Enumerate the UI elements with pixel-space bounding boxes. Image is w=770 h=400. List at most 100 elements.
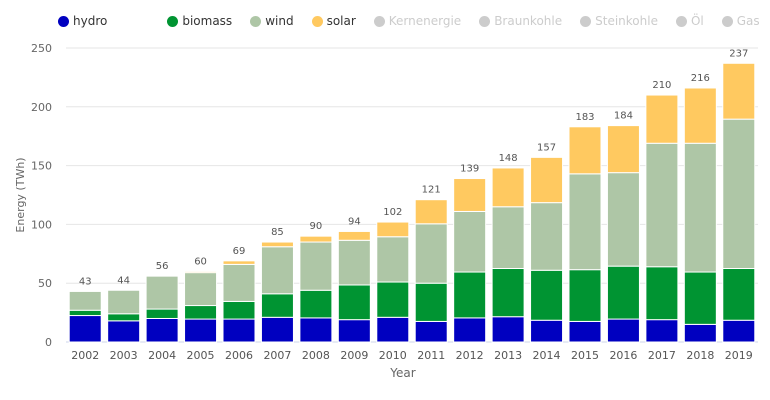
y-tick-label: 250 bbox=[31, 42, 52, 55]
legend-label: Öl bbox=[690, 14, 704, 28]
bar-solar-2011 bbox=[414, 199, 448, 225]
bar-wind-2016 bbox=[606, 172, 640, 267]
bar-biomass-2003 bbox=[107, 313, 141, 322]
bar-wind-2008 bbox=[299, 241, 333, 291]
legend-item-hydro[interactable]: hydro bbox=[58, 14, 107, 28]
legend-dot-icon bbox=[675, 15, 687, 27]
bar-wind-2012 bbox=[453, 210, 487, 273]
bar-solar-2007 bbox=[260, 241, 294, 248]
bar-solar-2015 bbox=[568, 126, 602, 175]
x-axis-label: Year bbox=[389, 366, 415, 380]
legend-label: hydro bbox=[73, 14, 108, 28]
bar-biomass-2019 bbox=[722, 268, 756, 321]
bar-hydro-2017 bbox=[645, 319, 679, 343]
legend-label: Kernenergie bbox=[388, 14, 462, 28]
legend-item-biomass[interactable]: biomass bbox=[167, 14, 232, 28]
total-label: 102 bbox=[383, 207, 402, 218]
legend-dot-icon bbox=[311, 15, 323, 27]
bar-biomass-2005 bbox=[184, 305, 218, 320]
bar-hydro-2015 bbox=[568, 320, 602, 343]
bar-hydro-2003 bbox=[107, 320, 141, 343]
bar-wind-2017 bbox=[645, 142, 679, 268]
bar-solar-2016 bbox=[606, 125, 640, 174]
bar-solar-2013 bbox=[491, 167, 525, 208]
total-label: 43 bbox=[79, 276, 92, 287]
legend-label: solar bbox=[326, 14, 356, 28]
legend-dot-icon bbox=[479, 15, 491, 27]
legend-item-steinkohle[interactable]: Steinkohle bbox=[580, 14, 658, 28]
legend-dot-icon bbox=[250, 15, 262, 27]
bar-hydro-2018 bbox=[683, 323, 717, 343]
bar-wind-2019 bbox=[722, 118, 756, 270]
bar-biomass-2004 bbox=[145, 308, 179, 319]
bar-biomass-2009 bbox=[337, 284, 371, 321]
bar-biomass-2011 bbox=[414, 282, 448, 322]
total-label: 210 bbox=[652, 80, 671, 91]
bar-solar-2017 bbox=[645, 94, 679, 144]
y-tick-label: 0 bbox=[45, 336, 52, 349]
bar-wind-2011 bbox=[414, 223, 448, 284]
bar-solar-2005 bbox=[184, 270, 218, 274]
bar-solar-2010 bbox=[376, 221, 410, 238]
legend-item-öl[interactable]: Öl bbox=[675, 14, 704, 28]
bar-wind-2002 bbox=[68, 290, 102, 311]
bar-hydro-2019 bbox=[722, 319, 756, 343]
total-label: 183 bbox=[575, 112, 594, 123]
bar-biomass-2006 bbox=[222, 300, 256, 320]
y-tick-label: 150 bbox=[31, 160, 52, 173]
x-tick-label: 2011 bbox=[417, 349, 445, 362]
total-label: 56 bbox=[156, 261, 169, 272]
bar-solar-2014 bbox=[530, 156, 564, 204]
legend-item-wind[interactable]: wind bbox=[250, 14, 294, 28]
bar-biomass-2016 bbox=[606, 265, 640, 320]
bar-biomass-2010 bbox=[376, 281, 410, 318]
bar-wind-2010 bbox=[376, 236, 410, 283]
legend-dot-icon bbox=[721, 15, 733, 27]
bar-solar-2008 bbox=[299, 235, 333, 243]
bar-biomass-2018 bbox=[683, 271, 717, 325]
x-tick-label: 2002 bbox=[71, 349, 99, 362]
bar-wind-2013 bbox=[491, 206, 525, 269]
x-tick-label: 2009 bbox=[340, 349, 368, 362]
total-label: 237 bbox=[729, 48, 748, 59]
legend-item-braunkohle[interactable]: Braunkohle bbox=[479, 14, 562, 28]
legend-dot-icon bbox=[580, 15, 592, 27]
legend-dot-icon bbox=[167, 15, 179, 27]
x-tick-label: 2004 bbox=[148, 349, 176, 362]
legend-dot-icon bbox=[58, 15, 69, 27]
legend-item-kernenergie[interactable]: Kernenergie bbox=[373, 14, 462, 28]
bar-biomass-2008 bbox=[299, 289, 333, 319]
bar-wind-2004 bbox=[145, 275, 179, 310]
bar-biomass-2013 bbox=[491, 268, 525, 318]
legend-item-solar[interactable]: solar bbox=[311, 14, 356, 28]
bar-wind-2014 bbox=[530, 202, 564, 271]
total-label: 139 bbox=[460, 164, 479, 175]
bar-hydro-2004 bbox=[145, 317, 179, 343]
x-tick-label: 2016 bbox=[609, 349, 637, 362]
x-tick-label: 2014 bbox=[533, 349, 561, 362]
legend-label: Gas bbox=[736, 14, 760, 28]
x-tick-label: 2017 bbox=[648, 349, 676, 362]
bar-hydro-2010 bbox=[376, 316, 410, 343]
bar-biomass-2017 bbox=[645, 266, 679, 321]
bar-hydro-2008 bbox=[299, 317, 333, 343]
bar-solar-2012 bbox=[453, 178, 487, 212]
total-label: 60 bbox=[194, 256, 207, 267]
bar-biomass-2012 bbox=[453, 271, 487, 319]
bar-biomass-2014 bbox=[530, 269, 564, 321]
legend-item-gas[interactable]: Gas bbox=[721, 14, 760, 28]
bar-wind-2009 bbox=[337, 239, 371, 286]
legend-dot-icon bbox=[373, 15, 385, 27]
bar-hydro-2014 bbox=[530, 319, 564, 343]
total-label: 44 bbox=[117, 275, 130, 286]
bar-hydro-2005 bbox=[184, 318, 218, 343]
bar-hydro-2013 bbox=[491, 316, 525, 343]
x-tick-label: 2018 bbox=[686, 349, 714, 362]
y-tick-label: 50 bbox=[38, 277, 52, 290]
bar-hydro-2016 bbox=[606, 318, 640, 343]
legend-label: wind bbox=[265, 14, 294, 28]
bar-wind-2018 bbox=[683, 142, 717, 273]
x-tick-label: 2012 bbox=[456, 349, 484, 362]
